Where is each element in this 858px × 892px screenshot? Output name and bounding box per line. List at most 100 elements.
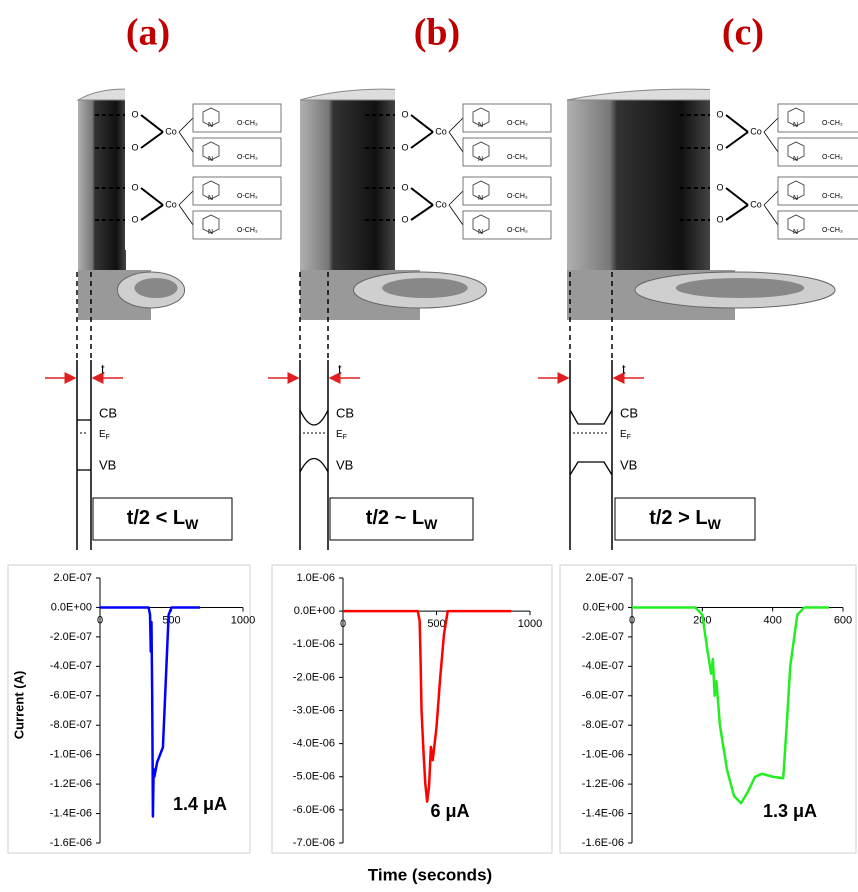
- bond: [140, 187, 164, 206]
- bond: [140, 114, 164, 133]
- thickness: t: [338, 361, 342, 376]
- y-tick-label: -5.0E-06: [293, 771, 335, 783]
- ligand-bracket: [777, 210, 858, 240]
- x-axis-label: Time (seconds): [368, 865, 492, 884]
- x-tick-label: 1000: [231, 614, 255, 626]
- cb-label: CB: [620, 405, 638, 420]
- bond: [140, 204, 164, 221]
- y-tick-label: -1.2E-06: [582, 778, 624, 790]
- cobalt: Co: [435, 126, 447, 136]
- molecule-bg: [710, 84, 858, 250]
- condition-sub: W: [424, 516, 438, 532]
- ligand-bracket: [462, 137, 552, 167]
- bond: [410, 204, 434, 221]
- pyridine-ring: [787, 180, 805, 200]
- cobalt: Co: [750, 126, 762, 136]
- valence-band: [299, 457, 329, 473]
- y-tick-label: -1.6E-06: [582, 837, 624, 849]
- y-tick-label: -4.0E-07: [582, 660, 624, 672]
- nitrogen: N: [208, 229, 213, 236]
- pyridine-ring: [202, 180, 220, 200]
- condition: t/2 < LW: [127, 507, 199, 531]
- condition-sub: W: [185, 516, 199, 532]
- oxygen: O: [131, 182, 138, 192]
- x-tick-label: 500: [162, 614, 180, 626]
- bond: [763, 190, 779, 206]
- panel-label: (a): [126, 12, 170, 54]
- oxygen: O: [401, 109, 408, 119]
- bond: [140, 131, 164, 149]
- y-tick-label: -2.0E-07: [582, 631, 624, 643]
- ligand-bracket: [192, 103, 282, 133]
- x-tick-label: 400: [763, 614, 781, 626]
- slice-top: [566, 88, 727, 101]
- y-tick-label: -4.0E-06: [293, 738, 335, 750]
- y-tick-label: -3.0E-06: [293, 704, 335, 716]
- y-tick-label: 2.0E-07: [53, 572, 92, 584]
- pyridine-ring: [472, 180, 490, 200]
- ester: O-CH₃: [237, 193, 258, 200]
- y-tick-label: 2.0E-07: [585, 572, 624, 584]
- y-tick-label: -2.0E-06: [293, 671, 335, 683]
- oxygen: O: [131, 142, 138, 152]
- bond: [178, 117, 194, 133]
- ester: O-CH₃: [822, 154, 843, 161]
- bond: [725, 187, 749, 206]
- oxygen: O: [401, 214, 408, 224]
- peak-annotation: 6 μA: [430, 801, 469, 821]
- bond: [448, 204, 464, 226]
- ester: O-CH₃: [822, 120, 843, 127]
- y-tick-label: 0.0E+00: [583, 601, 624, 613]
- cobalt: Co: [750, 199, 762, 209]
- cobalt: Co: [435, 199, 447, 209]
- y-tick-label: 0.0E+00: [294, 605, 335, 617]
- x-tick-label: 1000: [518, 618, 542, 630]
- y-tick-label: -6.0E-06: [293, 804, 335, 816]
- ef-label: EF: [336, 429, 347, 441]
- peak-annotation: 1.3 μA: [763, 801, 817, 821]
- ligand-bracket: [192, 137, 282, 167]
- condition-main: t/2 ~ L: [366, 507, 424, 529]
- ligand-bracket: [777, 103, 858, 133]
- y-tick-label: -2.0E-07: [50, 631, 92, 643]
- cb-label: CB: [99, 405, 117, 420]
- nitrogen: N: [208, 195, 213, 202]
- slice-hole: [382, 278, 468, 298]
- ester: O-CH₃: [237, 227, 258, 234]
- peak-annotation: 1.4 μA: [173, 794, 227, 814]
- y-tick-label: -1.4E-06: [582, 807, 624, 819]
- condition-sub: W: [708, 516, 722, 532]
- bond: [410, 187, 434, 206]
- ligand-bracket: [462, 103, 552, 133]
- oxygen: O: [716, 214, 723, 224]
- conduction-band: [569, 409, 613, 425]
- slice-hole: [134, 278, 178, 298]
- slice-hole: [675, 278, 805, 298]
- ef-label-main: E: [620, 429, 627, 440]
- y-tick-label: -1.4E-06: [50, 807, 92, 819]
- nitrogen: N: [478, 229, 483, 236]
- current-trace: [100, 606, 201, 818]
- ligand-bracket: [462, 210, 552, 240]
- chart-frame: [559, 564, 857, 854]
- valence-band: [569, 461, 613, 476]
- pyridine-ring: [787, 141, 805, 161]
- ester: O-CH₃: [822, 193, 843, 200]
- ligand-bracket: [777, 137, 858, 167]
- nitrogen: N: [478, 122, 483, 129]
- y-tick-label: 0.0E+00: [51, 601, 92, 613]
- ester: O-CH₃: [822, 227, 843, 234]
- nitrogen: N: [478, 156, 483, 163]
- ester: O-CH₃: [507, 154, 528, 161]
- oxygen: O: [131, 214, 138, 224]
- bond: [178, 131, 194, 153]
- slice-top: [299, 88, 412, 101]
- ef-label-main: E: [99, 429, 106, 440]
- nitrogen: N: [793, 229, 798, 236]
- bond: [725, 131, 749, 149]
- y-tick-label: -4.0E-07: [50, 660, 92, 672]
- oxygen: O: [401, 182, 408, 192]
- pyridine-ring: [202, 141, 220, 161]
- pyridine-ring: [787, 107, 805, 127]
